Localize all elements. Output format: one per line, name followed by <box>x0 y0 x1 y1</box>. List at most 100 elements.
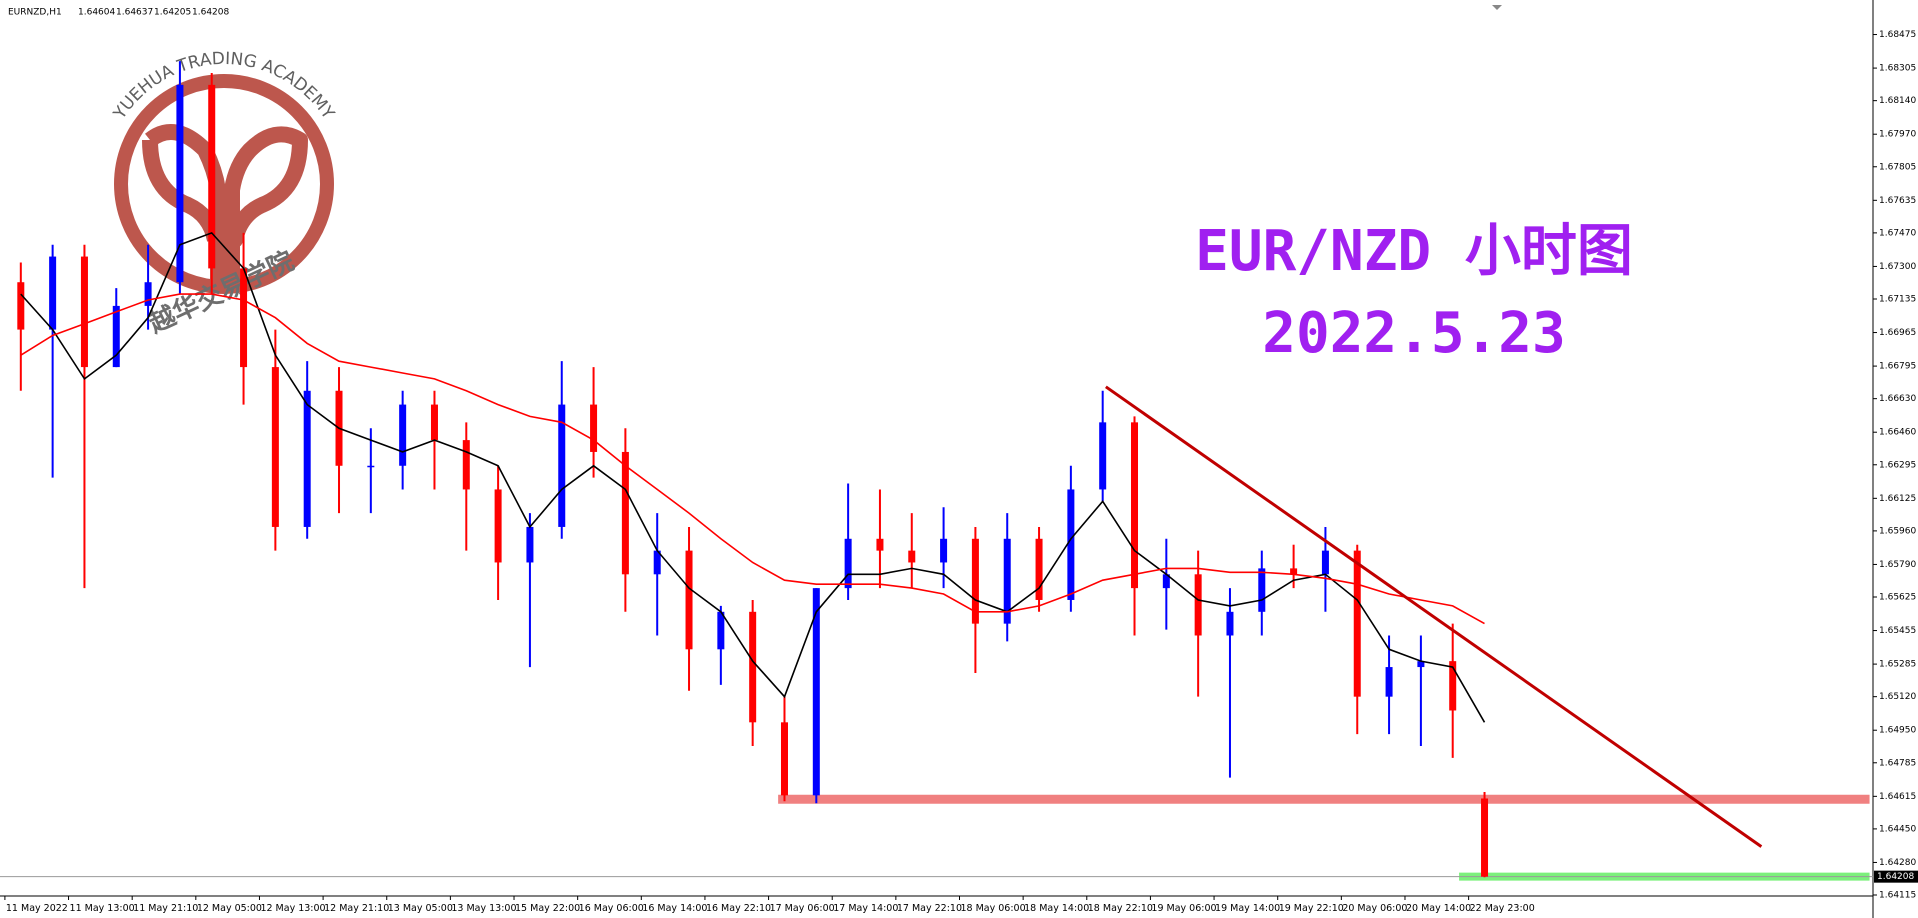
y-tick-label: 1.66630 <box>1879 394 1916 404</box>
axes <box>0 0 1874 918</box>
candle-body <box>271 367 279 527</box>
candle-body <box>176 84 184 283</box>
candle-body <box>1321 550 1329 575</box>
moving-average <box>20 231 1486 723</box>
candle-body <box>112 305 120 368</box>
candle-body <box>1099 422 1107 490</box>
y-tick-label: 1.66965 <box>1879 328 1916 338</box>
candle-body <box>367 465 375 468</box>
y-tick-label: 1.67805 <box>1879 162 1916 172</box>
candle-body <box>590 404 598 452</box>
candle-body <box>908 550 916 563</box>
y-tick-label: 1.66795 <box>1879 362 1916 372</box>
x-tick-label: 22 May 23:00 <box>1470 903 1535 914</box>
candle-body <box>685 550 693 650</box>
x-tick-label: 17 May 22:10 <box>897 903 962 914</box>
x-tick-label: 17 May 14:00 <box>833 903 898 914</box>
candle-body <box>17 282 25 330</box>
header-low: 1.64205 <box>154 8 191 18</box>
y-tick-label: 1.66460 <box>1879 428 1916 438</box>
y-tick-label: 1.67635 <box>1879 196 1916 206</box>
x-tick-label: 11 May 21:10 <box>133 903 198 914</box>
candle-body <box>494 489 502 563</box>
y-tick-label: 1.65455 <box>1879 626 1916 636</box>
candle-body <box>1226 611 1234 636</box>
candle-body <box>1417 661 1425 668</box>
candle-body <box>1385 667 1393 697</box>
candle-body <box>1258 568 1266 612</box>
y-tick-label: 1.64115 <box>1879 891 1916 901</box>
candle-body <box>1194 574 1202 636</box>
candle-body <box>1035 538 1043 600</box>
x-tick-label: 18 May 14:00 <box>1024 903 1089 914</box>
y-tick-label: 1.68305 <box>1879 64 1916 74</box>
price-badge <box>1874 870 1918 883</box>
y-tick-label: 1.64450 <box>1879 824 1916 834</box>
x-tick-label: 16 May 14:00 <box>642 903 707 914</box>
candle-body <box>1290 568 1298 575</box>
candle-body <box>812 588 820 796</box>
candle-body <box>1481 798 1489 877</box>
candle-body <box>1449 661 1457 711</box>
candle-body <box>876 538 884 551</box>
y-tick-label: 1.66125 <box>1879 494 1916 504</box>
x-tick-label: 20 May 14:00 <box>1406 903 1471 914</box>
y-tick-label: 1.67470 <box>1879 228 1916 238</box>
candle-body <box>1003 538 1011 624</box>
x-tick-label: 17 May 06:00 <box>770 903 835 914</box>
candle-body <box>621 451 629 575</box>
candle-body <box>526 526 534 563</box>
candle-body <box>558 404 566 527</box>
y-tick-label: 1.65625 <box>1879 593 1916 603</box>
level-line <box>1105 385 1763 848</box>
candle-body <box>1131 422 1139 589</box>
x-tick-label: 18 May 22:10 <box>1088 903 1153 914</box>
candle-body <box>940 538 948 563</box>
y-tick-label: 1.68140 <box>1879 96 1916 106</box>
candle-body <box>208 84 216 269</box>
x-tick-label: 13 May 13:00 <box>451 903 516 914</box>
y-tick-label: 1.65285 <box>1879 660 1916 670</box>
y-tick-label: 1.67135 <box>1879 294 1916 304</box>
x-tick-label: 16 May 06:00 <box>579 903 644 914</box>
chart-subtitle: 2022.5.23 <box>1262 301 1565 366</box>
x-tick-label: 16 May 22:10 <box>706 903 771 914</box>
y-tick-label: 1.68475 <box>1879 30 1916 40</box>
candle-body <box>1162 574 1170 589</box>
header-open: 1.64604 <box>78 8 115 18</box>
candle-body <box>1353 550 1361 697</box>
candle-body <box>462 440 470 490</box>
candle-body <box>240 268 248 368</box>
candle-body <box>399 404 407 466</box>
x-tick-label: 19 May 06:00 <box>1151 903 1216 914</box>
y-tick-label: 1.64950 <box>1879 726 1916 736</box>
y-tick-label: 1.66295 <box>1879 460 1916 470</box>
y-tick-label: 1.67300 <box>1879 262 1916 272</box>
x-tick-label: 12 May 13:00 <box>260 903 325 914</box>
candle-body <box>780 722 788 796</box>
candle-body <box>430 404 438 441</box>
y-tick-label: 1.65790 <box>1879 560 1916 570</box>
price-badge-label: 1.64208 <box>1877 872 1914 882</box>
candle-body <box>717 611 725 650</box>
y-tick-label: 1.64280 <box>1879 858 1916 868</box>
candle-body <box>971 538 979 624</box>
y-tick-label: 1.67970 <box>1879 130 1916 140</box>
y-tick-label: 1.64785 <box>1879 758 1916 768</box>
header: EURNZD,H1 1.64604 1.64637 1.64205 1.6420… <box>8 8 229 18</box>
candle-body <box>80 256 88 368</box>
y-tick-label: 1.65960 <box>1879 526 1916 536</box>
x-tick-label: 18 May 06:00 <box>961 903 1026 914</box>
x-tick-label: 12 May 05:00 <box>197 903 262 914</box>
x-tick-label: 12 May 21:10 <box>324 903 389 914</box>
x-tick-label: 13 May 05:00 <box>388 903 453 914</box>
moving-average <box>20 293 1485 625</box>
candle-body <box>144 282 152 306</box>
candle-body <box>49 256 57 330</box>
header-high: 1.64637 <box>116 8 153 18</box>
chart-title: EUR/NZD 小时图 <box>1195 219 1633 284</box>
x-tick-label: 19 May 22:10 <box>1279 903 1344 914</box>
x-tick-label: 11 May 2022 <box>6 903 68 914</box>
candle-body <box>844 538 852 589</box>
